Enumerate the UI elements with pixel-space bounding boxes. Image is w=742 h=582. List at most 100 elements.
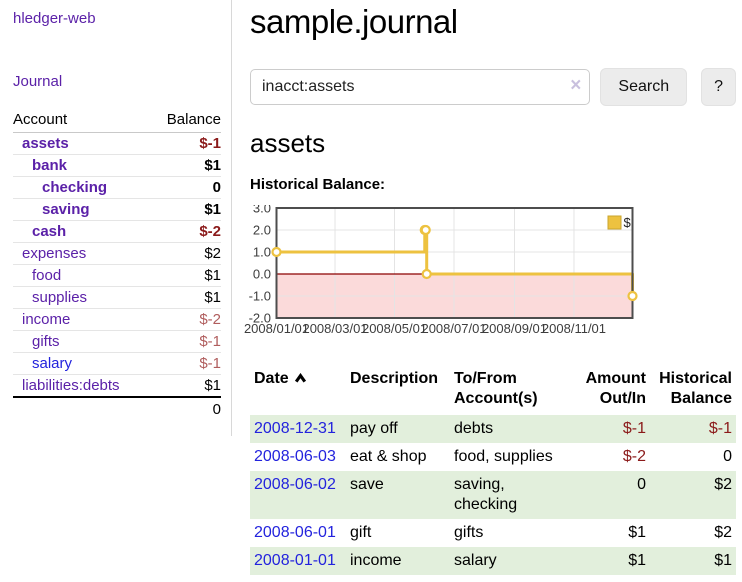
- chart-canvas: $3.0 2.0 1.0 0.0 -1.0 -2.02008/01/012008/03/0…: [244, 200, 638, 336]
- search-button[interactable]: Search: [600, 67, 688, 106]
- register-col-description: Description: [350, 369, 439, 387]
- account-link[interactable]: assets: [22, 135, 69, 152]
- transaction-balance: 0: [723, 447, 732, 465]
- transaction-date-link[interactable]: 2008-01-01: [254, 551, 336, 569]
- svg-text:0.0: 0.0: [253, 266, 271, 281]
- register-row: 2008-06-03 eat & shop food, supplies $-2 0: [250, 443, 736, 471]
- svg-text:1.0: 1.0: [253, 244, 271, 259]
- transaction-accounts: food, supplies: [454, 447, 553, 465]
- account-link[interactable]: supplies: [32, 289, 88, 306]
- account-link[interactable]: gifts: [32, 333, 60, 350]
- account-row: expenses $2: [13, 242, 221, 265]
- account-balance: $-1: [150, 352, 221, 375]
- register-row: 2008-06-01 gift gifts $1 $2: [250, 519, 736, 547]
- register-table: Date Description To/From Account(s) Amou…: [250, 367, 736, 575]
- app-brand: hledger-web: [13, 10, 221, 28]
- account-link[interactable]: salary: [32, 355, 73, 372]
- chevron-up-icon: [294, 372, 306, 383]
- account-link[interactable]: income: [22, 311, 71, 328]
- main-content: sample.journal × Search ? assets Histori…: [244, 0, 736, 575]
- svg-text:2008/07/01: 2008/07/01: [421, 321, 486, 336]
- transaction-accounts: salary: [454, 551, 497, 569]
- account-row: saving $1: [13, 198, 221, 221]
- account-row: bank $1: [13, 154, 221, 177]
- transaction-balance: $-1: [708, 419, 732, 437]
- search-input[interactable]: [250, 68, 591, 105]
- account-balance: $-1: [150, 330, 221, 353]
- accounts-total-value: 0: [150, 396, 221, 421]
- account-row: salary $-1: [13, 352, 221, 375]
- accounts-col-account: Account: [13, 108, 151, 133]
- svg-text:2008/05/01: 2008/05/01: [362, 321, 427, 336]
- svg-text:-2.0: -2.0: [249, 310, 271, 325]
- register-row: 2008-06-02 save saving, checking 0 $2: [250, 470, 736, 519]
- help-button[interactable]: ?: [701, 67, 736, 106]
- transaction-amount: $1: [628, 551, 646, 569]
- account-link[interactable]: saving: [42, 201, 90, 218]
- account-link[interactable]: checking: [42, 179, 108, 196]
- account-balance: $2: [150, 242, 221, 265]
- transaction-accounts: gifts: [454, 523, 484, 541]
- register-row: 2008-12-31 pay off debts $-1 $-1: [250, 414, 736, 443]
- account-row: checking 0: [13, 176, 221, 199]
- account-row: liabilities:debts $1: [13, 374, 221, 398]
- accounts-table: Account Balance assets $-1 bank $1 checking 0…: [13, 108, 221, 421]
- transaction-balance: $1: [714, 551, 732, 569]
- historical-balance-chart: $3.0 2.0 1.0 0.0 -1.0 -2.0 2008/01/01 2008/03/0…: [240, 200, 640, 341]
- chart-title: Historical Balance:: [250, 175, 386, 193]
- account-balance: $-2: [150, 220, 221, 243]
- transaction-accounts: debts: [454, 419, 494, 437]
- transaction-amount: $1: [628, 523, 646, 541]
- account-row: cash $-2: [13, 220, 221, 243]
- transaction-amount: 0: [637, 475, 646, 493]
- transaction-date-link[interactable]: 2008-06-03: [254, 447, 336, 465]
- svg-text:2008/01/01: 2008/01/01: [244, 321, 309, 336]
- account-heading: assets: [250, 127, 326, 158]
- transaction-description: gift: [350, 523, 372, 541]
- account-link[interactable]: expenses: [22, 245, 87, 262]
- register-col-date[interactable]: Date: [250, 367, 346, 415]
- account-balance: $-2: [150, 308, 221, 331]
- account-link[interactable]: food: [32, 267, 62, 284]
- account-balance: $1: [150, 264, 221, 287]
- accounts-total-row: 0: [13, 396, 221, 421]
- register-col-accounts: To/From Account(s): [454, 369, 538, 407]
- account-link[interactable]: liabilities:debts: [22, 377, 120, 394]
- brand-link[interactable]: hledger-web: [13, 10, 96, 27]
- transaction-date-link[interactable]: 2008-12-31: [254, 419, 336, 437]
- transaction-amount: $-2: [622, 447, 646, 465]
- svg-text:$: $: [624, 215, 632, 230]
- transaction-description: pay off: [350, 419, 398, 437]
- transaction-date-link[interactable]: 2008-06-02: [254, 475, 336, 493]
- svg-text:-1.0: -1.0: [249, 288, 271, 303]
- svg-text:3.0: 3.0: [253, 205, 271, 216]
- account-balance: $1: [150, 374, 221, 398]
- clear-search-icon[interactable]: ×: [570, 74, 582, 96]
- svg-text:2008/03/01: 2008/03/01: [302, 321, 367, 336]
- sidebar: hledger-web Journal Account Balance asse…: [0, 0, 232, 436]
- sidebar-nav: Journal: [13, 73, 221, 91]
- transaction-description: income: [350, 551, 402, 569]
- account-link[interactable]: bank: [32, 157, 68, 174]
- register-col-balance: Historical Balance: [659, 369, 732, 407]
- accounts-col-balance: Balance: [150, 108, 221, 133]
- search-form: × Search ?: [250, 67, 736, 106]
- transaction-description: save: [350, 475, 384, 493]
- register-col-amount: Amount Out/In: [585, 369, 646, 407]
- account-row: food $1: [13, 264, 221, 287]
- transaction-amount: $-1: [622, 419, 646, 437]
- transaction-description: eat & shop: [350, 447, 427, 465]
- transaction-date-link[interactable]: 2008-06-01: [254, 523, 336, 541]
- transaction-balance: $2: [714, 475, 732, 493]
- page-title: sample.journal: [250, 3, 458, 40]
- account-row: gifts $-1: [13, 330, 221, 353]
- account-row: supplies $1: [13, 286, 221, 309]
- account-row: assets $-1: [13, 132, 221, 155]
- transaction-accounts: saving, checking: [454, 475, 518, 513]
- svg-text:2008/09/01: 2008/09/01: [482, 321, 547, 336]
- transaction-balance: $2: [714, 523, 732, 541]
- sidebar-item-journal[interactable]: Journal: [13, 73, 63, 90]
- account-link[interactable]: cash: [32, 223, 67, 240]
- account-balance: $1: [150, 154, 221, 177]
- account-balance: $1: [150, 198, 221, 221]
